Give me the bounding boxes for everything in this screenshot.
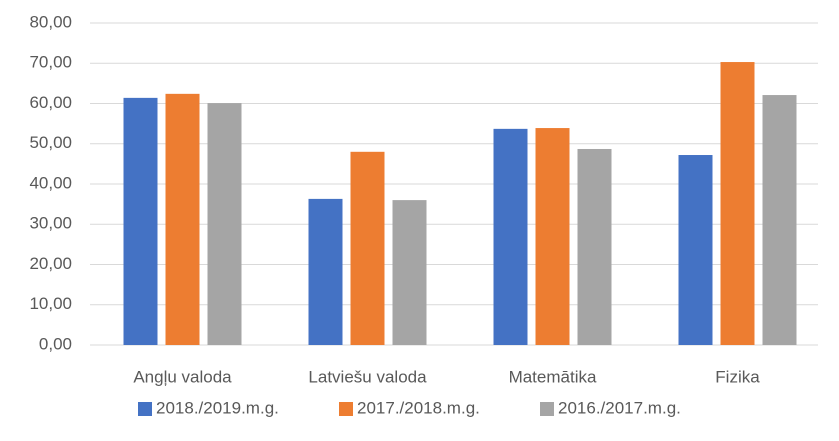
legend-label: 2016./2017.m.g. [558, 398, 681, 417]
y-tick-label: 70,00 [29, 53, 72, 72]
bar [678, 155, 713, 345]
x-tick-label: Angļu valoda [133, 367, 232, 386]
x-tick-label: Fizika [715, 367, 760, 386]
y-tick-label: 60,00 [29, 93, 72, 112]
y-tick-label: 30,00 [29, 214, 72, 233]
bar [207, 103, 242, 345]
bar [123, 97, 158, 346]
bar [493, 128, 528, 345]
bar [535, 128, 570, 345]
legend-label: 2017./2018.m.g. [357, 398, 480, 417]
y-tick-label: 40,00 [29, 173, 72, 192]
bar [577, 148, 612, 345]
legend-swatch [138, 402, 152, 416]
bar [308, 198, 343, 345]
y-tick-label: 20,00 [29, 254, 72, 273]
bar [762, 95, 797, 345]
y-tick-label: 50,00 [29, 133, 72, 152]
y-tick-label: 10,00 [29, 294, 72, 313]
bar [165, 93, 200, 345]
legend-swatch [540, 402, 554, 416]
bar [392, 200, 427, 345]
bar [720, 62, 755, 345]
x-tick-label: Matemātika [509, 367, 597, 386]
x-tick-label: Latviešu valoda [308, 367, 427, 386]
y-tick-label: 0,00 [39, 334, 72, 353]
legend-label: 2018./2019.m.g. [156, 398, 279, 417]
y-tick-label: 80,00 [29, 12, 72, 31]
legend-swatch [339, 402, 353, 416]
bar [350, 151, 385, 345]
